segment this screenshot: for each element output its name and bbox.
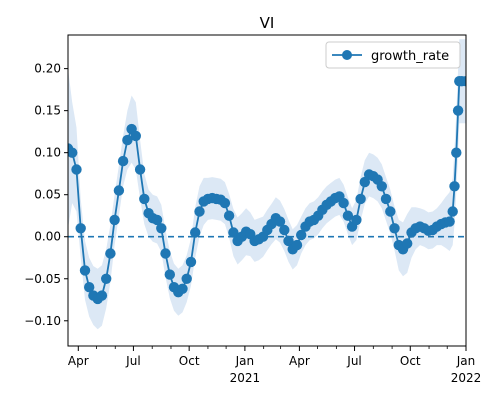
data-point xyxy=(160,248,171,259)
data-point xyxy=(402,238,413,249)
data-point xyxy=(274,216,286,227)
data-point xyxy=(444,216,455,227)
data-point xyxy=(291,239,303,251)
x-tick-label: Jan xyxy=(235,354,255,368)
x-tick-year-label: 2021 xyxy=(230,371,261,385)
data-point xyxy=(376,181,387,192)
data-point xyxy=(139,193,150,205)
data-point xyxy=(460,76,466,87)
data-point xyxy=(359,176,370,188)
x-tick-label: Jul xyxy=(346,354,361,368)
data-point xyxy=(190,227,201,238)
data-point xyxy=(451,147,462,158)
data-point xyxy=(223,210,235,221)
data-point xyxy=(75,223,86,234)
chart-title: VI xyxy=(260,14,275,32)
data-point xyxy=(96,290,108,301)
data-point xyxy=(134,164,146,175)
data-point xyxy=(279,224,290,236)
data-point xyxy=(130,130,141,142)
data-point xyxy=(452,105,464,116)
data-point xyxy=(219,197,231,209)
x-tick-label: Apr xyxy=(68,354,89,368)
data-point xyxy=(105,248,116,259)
data-point xyxy=(113,185,125,196)
data-point xyxy=(449,181,460,192)
data-point xyxy=(447,206,458,217)
data-point xyxy=(351,214,362,226)
legend-entry-growth-rate: growth_rate xyxy=(371,49,449,64)
x-axis: Apr Jul Oct Jan 2021 Apr Jul Oct Jan 2022 xyxy=(68,346,481,385)
data-point xyxy=(185,256,197,268)
x-tick-label: Oct xyxy=(400,354,421,368)
x-tick-label: Jul xyxy=(125,354,140,368)
y-tick-label: 0.20 xyxy=(34,62,61,76)
data-point xyxy=(151,214,163,226)
legend-box xyxy=(325,41,461,69)
data-point xyxy=(101,273,112,284)
data-point xyxy=(79,265,91,276)
data-point xyxy=(342,210,354,221)
data-point xyxy=(181,273,192,284)
data-point xyxy=(122,134,133,146)
legend: growth_rate xyxy=(325,41,461,69)
data-point xyxy=(194,206,205,217)
data-point xyxy=(84,282,95,293)
data-point xyxy=(71,164,82,175)
data-point xyxy=(68,147,78,158)
y-tick-label: 0.10 xyxy=(34,146,61,160)
series-layer xyxy=(68,76,466,305)
data-point xyxy=(109,214,120,226)
data-point xyxy=(283,235,294,247)
data-point xyxy=(117,155,129,167)
plot-area-frame xyxy=(67,34,467,347)
x-tick-label: Oct xyxy=(179,354,200,368)
x-tick-label: Apr xyxy=(289,354,310,368)
data-point xyxy=(228,227,239,238)
y-tick-label: 0.00 xyxy=(34,230,61,244)
y-axis: −0.10 −0.05 0.00 0.05 0.10 0.15 0.20 xyxy=(24,62,68,328)
data-point xyxy=(177,283,188,294)
data-point xyxy=(355,193,366,205)
data-point xyxy=(164,269,175,280)
data-point xyxy=(380,193,392,205)
y-tick-label: −0.10 xyxy=(24,314,61,328)
data-point xyxy=(296,229,307,241)
x-tick-label: Jan xyxy=(456,354,476,368)
data-point xyxy=(385,206,396,217)
data-point xyxy=(156,223,167,234)
data-point xyxy=(389,223,400,234)
y-tick-label: 0.15 xyxy=(34,104,61,118)
y-tick-label: 0.05 xyxy=(34,188,61,202)
legend-marker-swatch xyxy=(342,50,352,60)
y-tick-label: −0.05 xyxy=(24,272,61,286)
data-point xyxy=(338,197,349,209)
x-tick-year-label: 2022 xyxy=(451,371,482,385)
